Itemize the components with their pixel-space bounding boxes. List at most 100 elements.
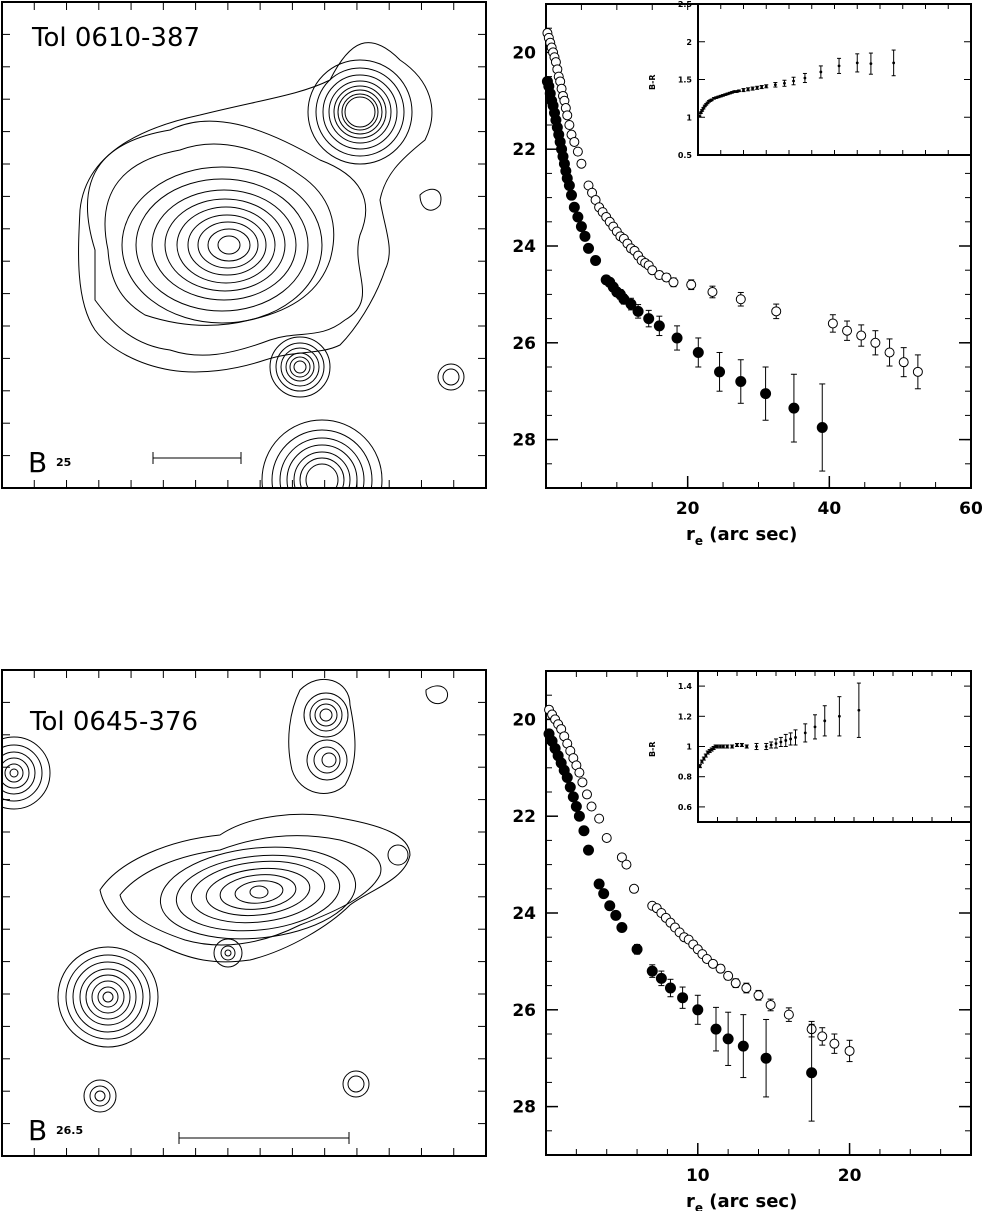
- isophote: [333, 85, 387, 139]
- isophote: [2, 736, 51, 810]
- isophote: [249, 885, 269, 899]
- isophote: [4, 763, 24, 783]
- isophote: [78, 42, 433, 373]
- data-point-open: [616, 852, 627, 863]
- data-point-filled: [760, 1052, 772, 1064]
- inset-data-point: [794, 736, 797, 739]
- y-tick-label: 24: [512, 237, 536, 257]
- isophote: [285, 352, 315, 382]
- inset-data-point: [721, 745, 725, 748]
- inset-y-tick-label: 2: [686, 38, 692, 47]
- inset-data-point: [837, 64, 841, 68]
- data-point-open: [723, 970, 734, 981]
- data-point-filled: [567, 791, 579, 803]
- inset-data-point: [699, 111, 703, 115]
- inset-data-point: [745, 745, 749, 748]
- isophote: [89, 1085, 111, 1107]
- data-point-filled: [664, 982, 676, 994]
- data-point-open: [715, 963, 726, 974]
- inset-data-point: [730, 90, 734, 94]
- isophote: [2, 751, 36, 795]
- data-point-filled: [598, 888, 610, 900]
- inset-data-point: [792, 79, 795, 83]
- isophote: [306, 739, 348, 781]
- inset-data-point: [721, 93, 725, 97]
- isophote: [275, 342, 325, 392]
- inset-data-point: [803, 731, 807, 735]
- data-point-open: [577, 777, 588, 788]
- data-point-filled: [573, 810, 585, 822]
- isophote: [83, 1079, 117, 1113]
- data-point-open: [594, 813, 605, 824]
- isophote: [305, 463, 339, 488]
- data-point-open: [647, 265, 658, 276]
- data-point-open: [586, 801, 597, 812]
- series-open-circles: [544, 704, 855, 1063]
- data-point-filled: [572, 211, 584, 223]
- isophote: [299, 457, 345, 488]
- isophote: [347, 1075, 365, 1093]
- isophote: [220, 945, 236, 961]
- isophote: [97, 986, 119, 1008]
- data-point-filled: [590, 255, 602, 267]
- data-point-filled: [593, 878, 605, 890]
- band-label: B: [28, 1114, 47, 1147]
- isophote: [387, 844, 409, 866]
- series-filled-circles: [543, 728, 818, 1122]
- isophote: [219, 874, 297, 910]
- inset-data-point: [746, 87, 750, 91]
- isophote: [187, 214, 267, 276]
- isophote: [344, 96, 376, 128]
- inset-y-tick-label: 0.5: [678, 151, 693, 160]
- inset-data-point: [735, 743, 739, 747]
- x-axis-label: re (arc sec): [686, 1191, 797, 1211]
- data-point-filled: [677, 992, 689, 1004]
- data-point-filled: [806, 1067, 818, 1079]
- scale-bar: [152, 452, 242, 464]
- data-point-filled: [737, 1040, 749, 1052]
- data-point-open: [817, 1031, 828, 1042]
- inset-data-point: [717, 95, 720, 99]
- data-point-filled: [760, 388, 772, 400]
- data-point-filled: [816, 422, 828, 433]
- data-point-filled: [710, 1023, 722, 1035]
- data-point-open: [884, 347, 895, 358]
- isophote: [86, 120, 367, 356]
- y-tick-label: 28: [512, 1098, 536, 1118]
- inset-data-point: [773, 83, 777, 87]
- inset-data-point: [892, 61, 896, 65]
- data-point-filled: [655, 972, 667, 984]
- data-point-open: [569, 136, 580, 147]
- data-point-open: [572, 146, 583, 157]
- inset-data-point: [755, 745, 758, 748]
- isophote: [79, 968, 137, 1026]
- isophote: [57, 946, 159, 1048]
- contour-frame: [1, 1, 487, 489]
- data-point-open: [621, 859, 632, 870]
- band-label: B: [28, 446, 47, 479]
- data-point-open: [844, 1045, 855, 1056]
- inset-y-tick-label: 1.4: [678, 682, 693, 691]
- data-point-filled: [583, 242, 594, 254]
- data-point-filled: [561, 771, 573, 783]
- data-point-open: [771, 306, 782, 317]
- data-point-open: [842, 325, 853, 336]
- inset-y-tick-label: 2.5: [678, 0, 693, 9]
- inset-data-point: [700, 109, 704, 112]
- isophote: [197, 221, 259, 269]
- data-point-filled: [646, 965, 658, 977]
- data-point-filled: [714, 366, 726, 378]
- inset-data-point: [857, 708, 861, 712]
- inset-y-tick-label: 1.2: [678, 712, 692, 721]
- x-axis-label: re (arc sec): [686, 524, 797, 548]
- object-label: Tol 0645-376: [29, 707, 198, 737]
- inset-data-point: [719, 94, 723, 98]
- isophote: [151, 189, 297, 301]
- y-tick-label: 22: [512, 140, 536, 160]
- data-point-filled: [788, 402, 800, 414]
- isophote: [293, 360, 307, 374]
- color-profile-inset: 0.6 0.8 1 1.2 1.4: [678, 671, 971, 822]
- isophote: [213, 938, 243, 968]
- level-label: 26.5: [56, 1124, 83, 1137]
- isophote: [99, 813, 411, 963]
